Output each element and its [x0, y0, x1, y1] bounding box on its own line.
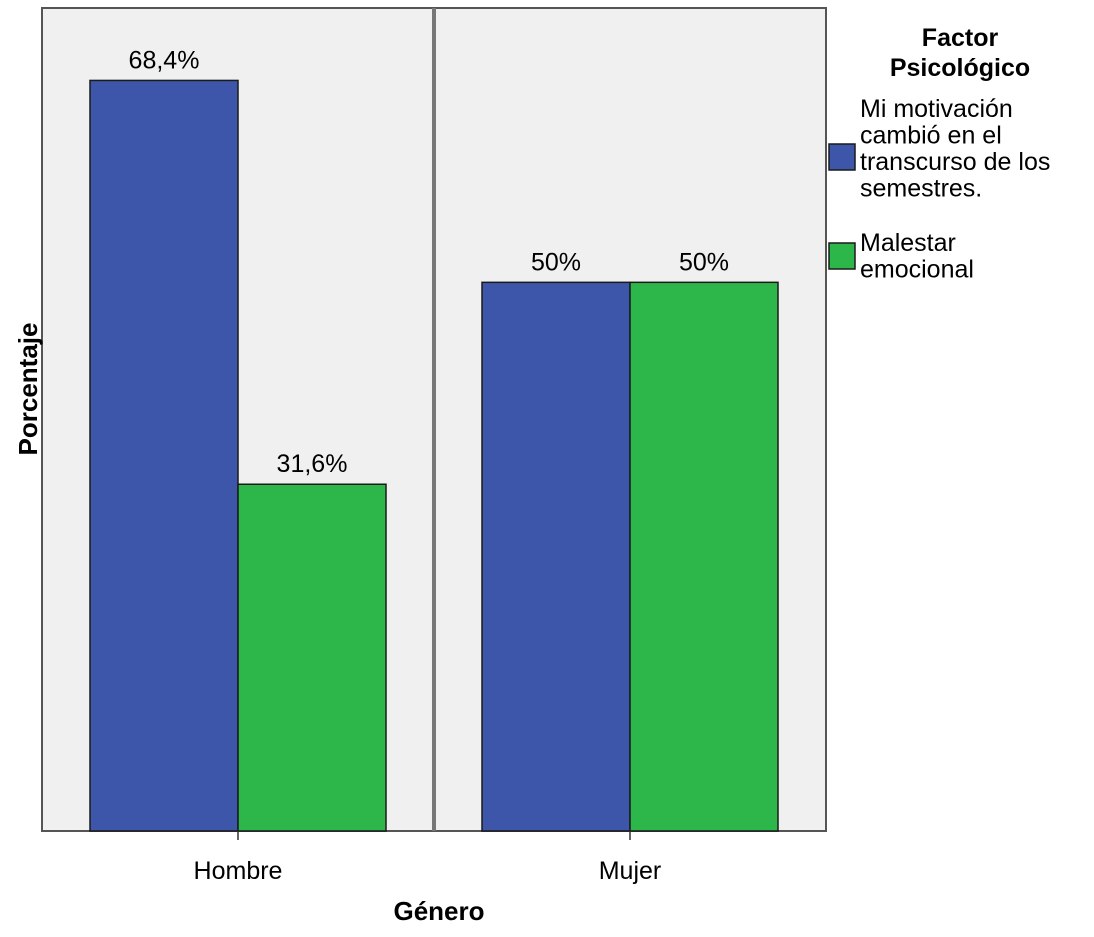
x-tick-label-mujer: Mujer — [599, 857, 662, 885]
x-axis-title: Género — [393, 896, 484, 926]
bar-mujer-series-2 — [629, 281, 779, 832]
legend-title-line: Psicológico — [890, 54, 1030, 82]
legend-label-series-1: cambió en el — [860, 122, 1002, 150]
bar-hombre-series-1 — [89, 79, 239, 832]
y-axis-title: Porcentaje — [13, 323, 43, 456]
data-label-hombre-series-1: 68,4% — [129, 46, 200, 74]
legend-swatch-series-1 — [828, 143, 856, 171]
bars — [89, 79, 779, 832]
data-labels: 68,4% 31,6% 50% 50% — [129, 46, 729, 478]
legend-title-line: Factor — [922, 24, 999, 52]
legend-label-series-2: Malestar — [860, 229, 956, 257]
legend-swatch-series-2 — [828, 242, 856, 270]
legend-label-series-1: transcurso de los — [860, 148, 1050, 176]
bar-hombre-series-2 — [237, 483, 387, 832]
x-ticks: Hombre Mujer — [194, 831, 662, 885]
x-tick-label-hombre: Hombre — [194, 857, 283, 885]
data-label-mujer-series-1: 50% — [531, 248, 581, 276]
legend-label-series-1: Mi motivación — [860, 95, 1013, 123]
data-label-hombre-series-2: 31,6% — [277, 450, 348, 478]
legend-label-series-1: semestres. — [860, 175, 982, 203]
data-label-mujer-series-2: 50% — [679, 248, 729, 276]
bar-mujer-series-1 — [481, 281, 631, 832]
legend-label-series-2: emocional — [860, 256, 974, 284]
